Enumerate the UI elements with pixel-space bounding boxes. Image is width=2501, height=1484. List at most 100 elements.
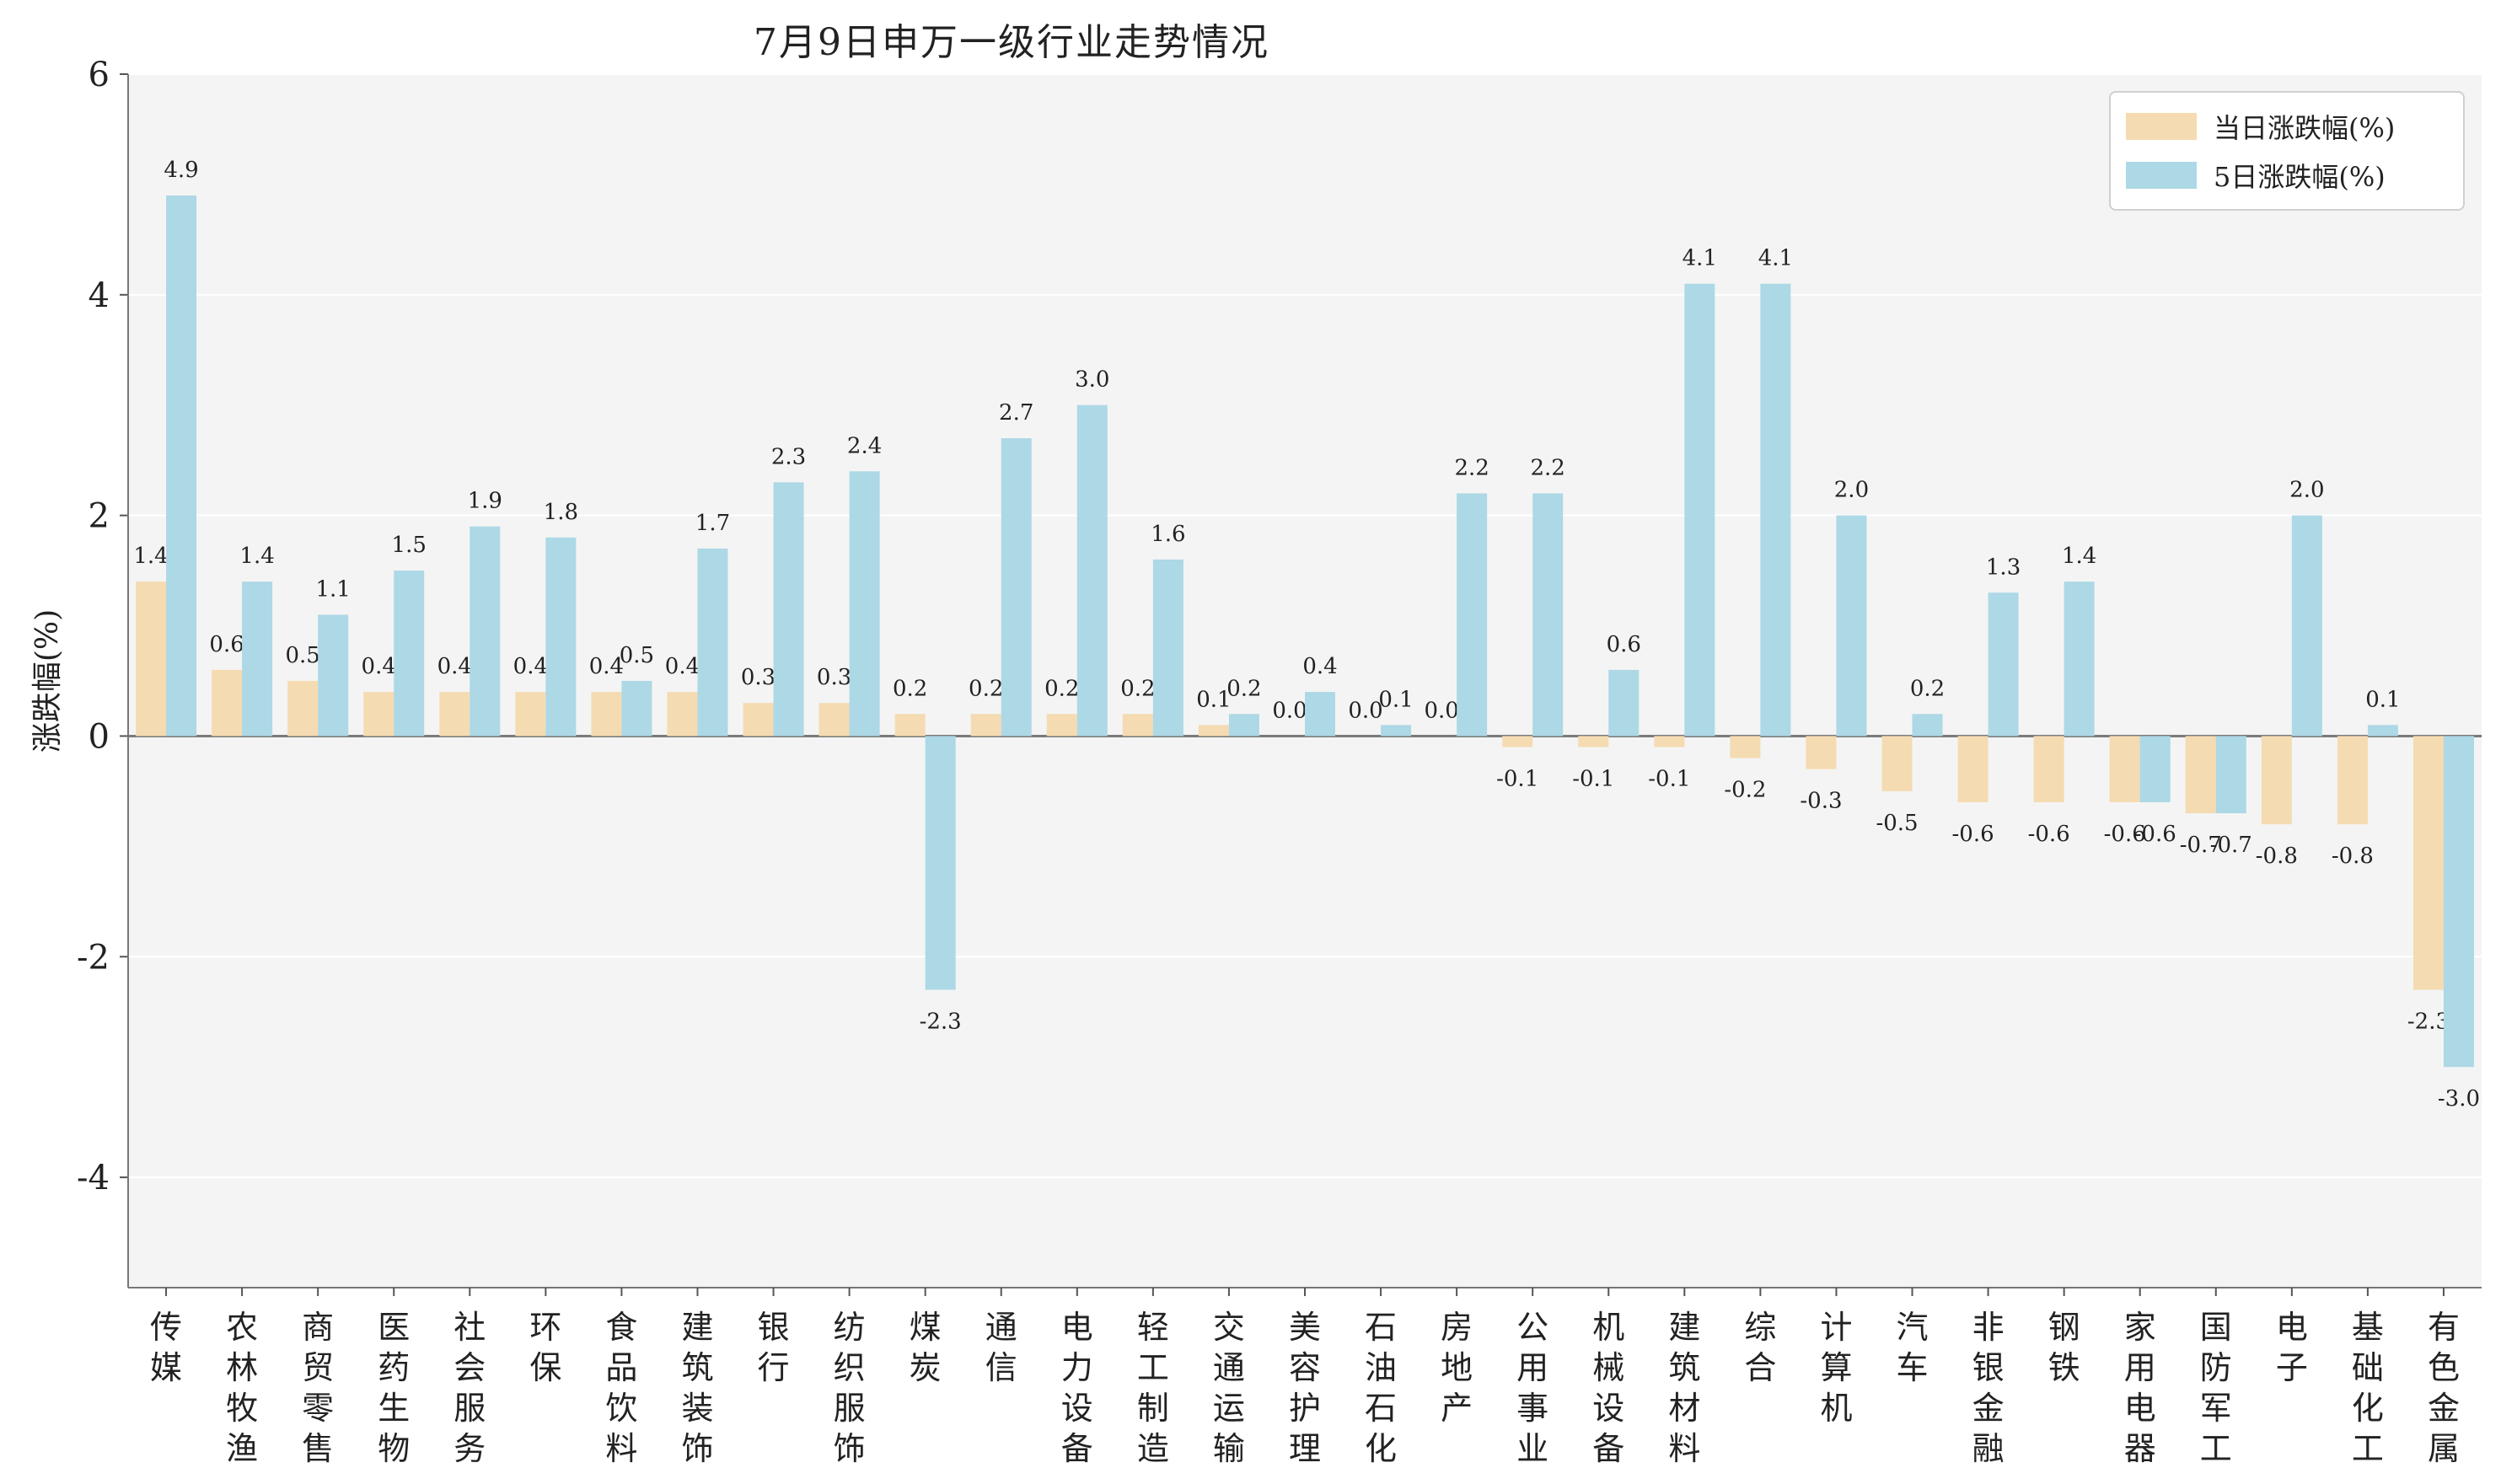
x-tick-label-29: 基础化工 xyxy=(2352,1309,2384,1467)
label-daily-8: 0.3 xyxy=(741,665,776,690)
bar-5day-18 xyxy=(1532,493,1564,737)
bar-daily-28 xyxy=(2261,736,2292,825)
bar-daily-14 xyxy=(1198,725,1229,737)
bar-daily-23 xyxy=(1881,736,1913,791)
x-tick-label-10: 煤炭 xyxy=(910,1309,942,1386)
x-tick-label-28: 电子 xyxy=(2276,1309,2308,1386)
x-tick-label-25: 钢铁 xyxy=(2048,1309,2080,1386)
bar-5day-25 xyxy=(2064,581,2095,737)
y-tick-label: -2 xyxy=(77,938,110,977)
bar-5day-16 xyxy=(1381,725,1412,737)
label-5day-16: 0.1 xyxy=(1378,687,1413,712)
label-daily-22: -0.3 xyxy=(1800,789,1842,814)
bar-5day-15 xyxy=(1305,692,1335,737)
label-5day-11: 2.7 xyxy=(999,400,1033,426)
label-daily-23: -0.5 xyxy=(1876,811,1918,836)
x-tick-label-17: 房地产 xyxy=(1441,1309,1473,1427)
x-tick-label-1: 农林牧渔 xyxy=(226,1309,258,1467)
x-tick-label-11: 通信 xyxy=(985,1309,1017,1386)
label-daily-11: 0.2 xyxy=(969,676,1003,701)
label-5day-24: 1.3 xyxy=(1986,554,2021,580)
bar-5day-28 xyxy=(2291,515,2322,737)
label-5day-10: -2.3 xyxy=(920,1010,962,1035)
label-5day-1: 1.4 xyxy=(239,544,274,569)
label-5day-20: 4.1 xyxy=(1683,246,1717,271)
bar-5day-19 xyxy=(1608,669,1640,737)
bar-daily-1 xyxy=(212,669,243,737)
x-tick-label-27: 国防军工 xyxy=(2200,1309,2232,1467)
x-tick-label-9: 纺织服饰 xyxy=(834,1309,866,1467)
label-daily-12: 0.2 xyxy=(1044,676,1079,701)
label-daily-10: 0.2 xyxy=(893,676,927,701)
label-daily-28: -0.8 xyxy=(2256,844,2298,869)
label-daily-21: -0.2 xyxy=(1724,778,1766,803)
label-5day-22: 2.0 xyxy=(1834,478,1869,503)
label-5day-23: 0.2 xyxy=(1910,676,1945,701)
x-tick-label-18: 公用事业 xyxy=(1516,1309,1548,1467)
bar-5day-2 xyxy=(318,614,349,737)
bar-5day-29 xyxy=(2367,725,2398,737)
x-tick-label-16: 石油石化 xyxy=(1365,1309,1397,1467)
bar-5day-5 xyxy=(545,537,577,737)
label-daily-4: 0.4 xyxy=(437,654,472,679)
label-5day-12: 3.0 xyxy=(1075,367,1109,393)
bar-5day-20 xyxy=(1684,283,1715,737)
legend-swatch-daily xyxy=(2126,113,2197,140)
bar-5day-0 xyxy=(166,196,197,737)
bar-daily-21 xyxy=(1730,736,1761,758)
label-5day-26: -0.6 xyxy=(2134,822,2176,847)
bar-5day-11 xyxy=(1001,438,1032,737)
bar-daily-8 xyxy=(743,703,774,737)
label-daily-20: -0.1 xyxy=(1648,767,1690,792)
bar-5day-24 xyxy=(1988,592,2019,737)
bar-5day-4 xyxy=(470,526,501,737)
x-tick-label-5: 环保 xyxy=(529,1309,561,1386)
label-5day-8: 2.3 xyxy=(771,444,806,469)
label-5day-17: 2.2 xyxy=(1454,455,1489,480)
legend-item-5day: 5日涨跌幅(%) xyxy=(2126,158,2386,193)
label-daily-15: 0.0 xyxy=(1272,698,1307,723)
bar-daily-3 xyxy=(363,692,394,737)
x-tick-label-20: 建筑材料 xyxy=(1668,1309,1700,1467)
bar-daily-7 xyxy=(667,692,698,737)
bar-5day-23 xyxy=(1912,714,1943,737)
bar-daily-25 xyxy=(2033,736,2064,802)
bar-daily-20 xyxy=(1654,736,1685,747)
x-tick-label-24: 非银金融 xyxy=(1972,1309,2005,1467)
bar-daily-5 xyxy=(515,692,546,737)
label-daily-27: -0.7 xyxy=(2180,833,2222,858)
x-tick-label-26: 家用电器 xyxy=(2124,1309,2156,1467)
label-daily-5: 0.4 xyxy=(513,654,548,679)
bar-daily-9 xyxy=(818,703,850,737)
label-5day-30: -3.0 xyxy=(2438,1086,2480,1112)
label-daily-13: 0.2 xyxy=(1120,676,1155,701)
label-5day-25: 1.4 xyxy=(2062,544,2096,569)
x-tick-label-2: 商贸零售 xyxy=(302,1309,334,1467)
bar-5day-14 xyxy=(1228,714,1259,737)
bar-daily-30 xyxy=(2412,736,2444,990)
bar-daily-13 xyxy=(1122,714,1153,737)
bar-daily-0 xyxy=(136,581,167,737)
x-tick-label-13: 轻工制造 xyxy=(1137,1309,1169,1467)
bar-daily-4 xyxy=(439,692,470,737)
label-5day-13: 1.6 xyxy=(1151,522,1185,547)
bar-5day-6 xyxy=(621,681,652,737)
bar-daily-22 xyxy=(1806,736,1837,769)
x-tick-label-14: 交通运输 xyxy=(1213,1309,1245,1467)
label-5day-18: 2.2 xyxy=(1531,455,1565,480)
bar-5day-26 xyxy=(2139,736,2171,802)
bar-5day-17 xyxy=(1457,493,1488,737)
x-tick-label-3: 医药生物 xyxy=(378,1309,410,1467)
label-daily-7: 0.4 xyxy=(665,654,700,679)
y-tick-label: 2 xyxy=(89,497,110,536)
bar-daily-6 xyxy=(591,692,622,737)
label-daily-17: 0.0 xyxy=(1424,698,1458,723)
label-daily-30: -2.3 xyxy=(2407,1010,2450,1035)
x-tick-label-0: 传媒 xyxy=(150,1309,182,1386)
label-daily-9: 0.3 xyxy=(817,665,851,690)
label-daily-25: -0.6 xyxy=(2028,822,2070,847)
label-5day-2: 1.1 xyxy=(315,576,350,602)
bar-5day-8 xyxy=(773,482,804,737)
chart-title: 7月9日申万一级行业走势情况 xyxy=(754,21,1269,64)
bar-5day-1 xyxy=(242,581,273,737)
